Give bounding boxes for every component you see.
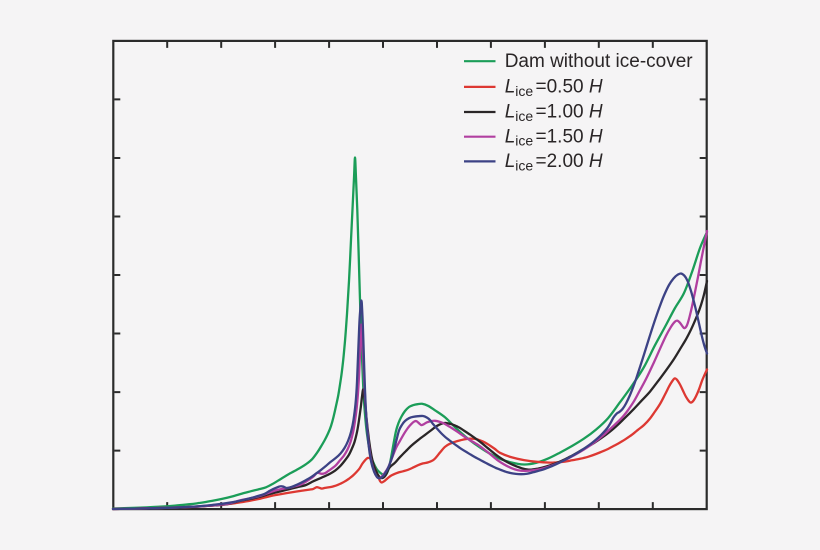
svg-text:Lice=0.50 H: Lice =0.50 H <box>505 77 603 99</box>
svg-text:Lice=2.00 H: Lice =2.00 H <box>505 151 603 173</box>
svg-text:Dam without ice-cover: Dam without ice-cover <box>505 51 694 72</box>
svg-text:Lice=1.00 H: Lice =1.00 H <box>505 102 603 124</box>
svg-text:Lice=1.50 H: Lice =1.50 H <box>505 126 603 148</box>
